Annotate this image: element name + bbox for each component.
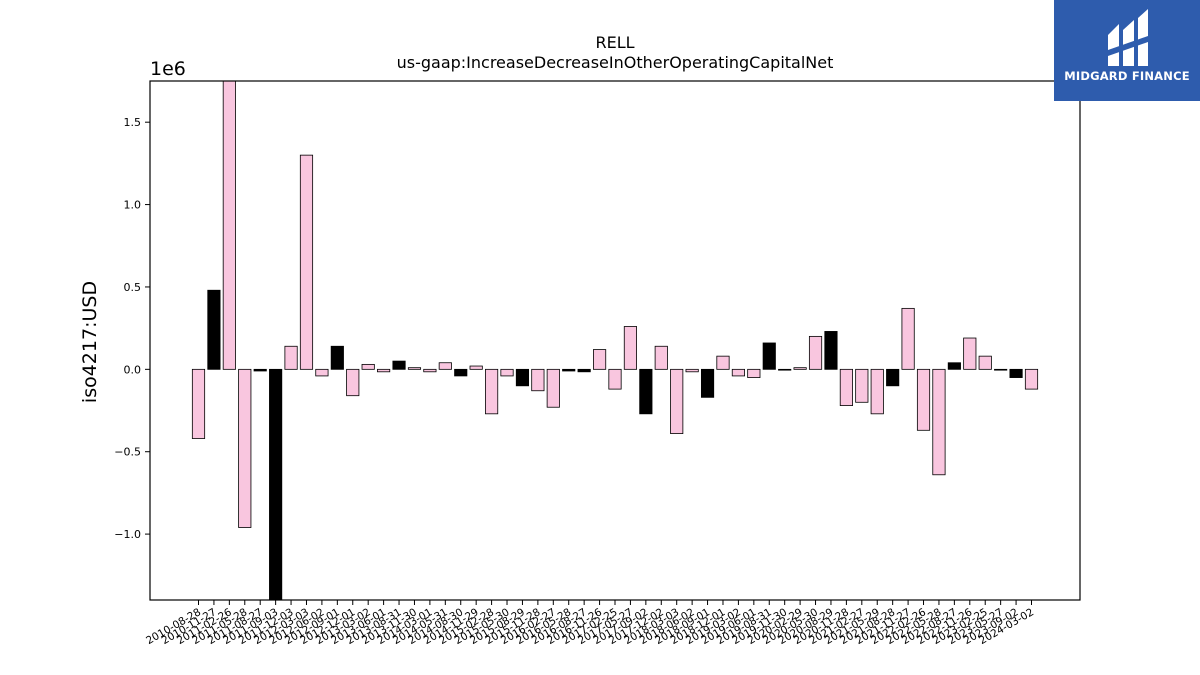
bar — [670, 368, 684, 434]
bar — [978, 355, 992, 370]
bar — [562, 368, 576, 372]
bar — [731, 368, 745, 377]
bar — [916, 368, 931, 431]
scale-label: 1e6 — [150, 58, 186, 80]
y-tick-label: −1.0 — [114, 528, 141, 541]
bar — [191, 368, 206, 439]
bar — [870, 368, 884, 415]
bar — [299, 154, 314, 370]
bar — [947, 362, 961, 370]
bar — [855, 368, 869, 403]
bar — [269, 368, 283, 601]
bar — [346, 368, 360, 397]
bar — [901, 307, 915, 370]
bar — [392, 360, 406, 370]
bar — [454, 368, 468, 377]
bar — [808, 335, 823, 370]
y-axis: −1.0 −0.5 0.0 0.5 1.0 1.5 — [114, 116, 150, 541]
bar — [469, 365, 483, 370]
midgard-finance-logo: MIDGARD FINANCE — [1054, 0, 1200, 101]
bar — [207, 289, 221, 370]
bar — [284, 345, 298, 370]
bar — [762, 342, 776, 370]
bar — [546, 368, 560, 408]
bar — [238, 368, 252, 528]
bar — [608, 368, 622, 390]
bar — [222, 80, 236, 370]
bar — [685, 368, 699, 373]
bar — [700, 368, 715, 398]
bar — [515, 368, 530, 387]
bar — [932, 368, 946, 476]
bar — [716, 355, 730, 370]
y-tick-label: 1.0 — [124, 199, 142, 212]
bar — [1024, 368, 1039, 390]
y-tick-label: 1.5 — [124, 116, 142, 129]
chart-subtitle: us-gaap:IncreaseDecreaseInOtherOperating… — [397, 53, 834, 72]
bar — [253, 368, 267, 372]
logo-text: MIDGARD FINANCE — [1064, 69, 1190, 83]
bar — [963, 337, 977, 370]
bar — [423, 368, 437, 373]
bar — [407, 367, 422, 370]
y-tick-label: 0.5 — [124, 281, 142, 294]
bar — [500, 368, 514, 377]
bar — [315, 368, 329, 377]
midgard-logo-icon — [1108, 9, 1148, 66]
x-axis: 2010-08-282010-11-272011-02-262011-05-28… — [144, 600, 1036, 647]
bar — [377, 368, 391, 373]
bar — [994, 368, 1008, 371]
bar — [438, 362, 452, 370]
bar — [1009, 368, 1023, 378]
bar — [485, 368, 499, 415]
bar — [593, 349, 607, 370]
bar — [623, 326, 637, 370]
bar — [330, 345, 344, 370]
bar — [824, 331, 838, 370]
chart-title: RELL — [595, 33, 634, 52]
plot-frame — [149, 80, 1081, 601]
y-tick-label: −0.5 — [114, 446, 141, 459]
bar — [793, 367, 807, 370]
bar — [654, 345, 668, 370]
bar — [778, 368, 792, 371]
bar — [361, 363, 375, 370]
bar — [577, 368, 591, 373]
bar — [747, 368, 761, 378]
y-axis-label: iso4217:USD — [79, 281, 101, 403]
y-tick-label: 0.0 — [124, 363, 142, 376]
bar — [531, 368, 545, 392]
bar — [839, 368, 853, 406]
bars-group — [191, 80, 1039, 601]
bar — [639, 368, 653, 415]
bar — [886, 368, 900, 387]
